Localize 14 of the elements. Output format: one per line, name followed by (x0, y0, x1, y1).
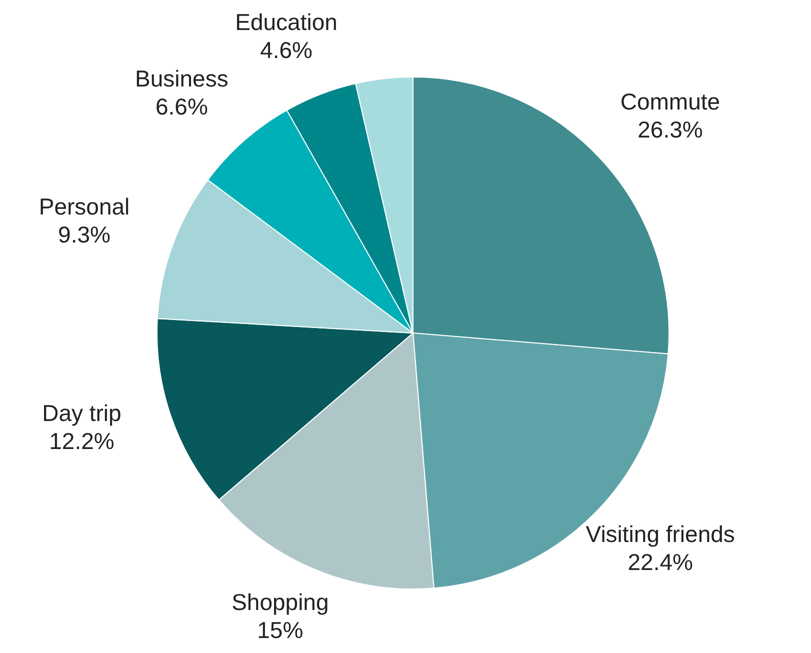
data-label: 15% (257, 616, 304, 643)
slice-label: Shopping (232, 588, 329, 615)
slice-label: Personal (38, 193, 130, 220)
data-label: 6.6% (155, 94, 208, 120)
slice-label: Visiting friends (586, 520, 735, 547)
data-label: 4.6% (260, 36, 312, 63)
data-label: 26.3% (638, 116, 703, 142)
data-label: 22.4% (628, 548, 693, 575)
slice-label: Day trip (42, 400, 122, 426)
slice-label: Commute (620, 88, 720, 114)
data-label: 12.2% (49, 428, 114, 454)
slice-label: Education (235, 8, 338, 35)
data-label: 9.3% (58, 221, 110, 248)
slice-label: Business (135, 66, 228, 92)
